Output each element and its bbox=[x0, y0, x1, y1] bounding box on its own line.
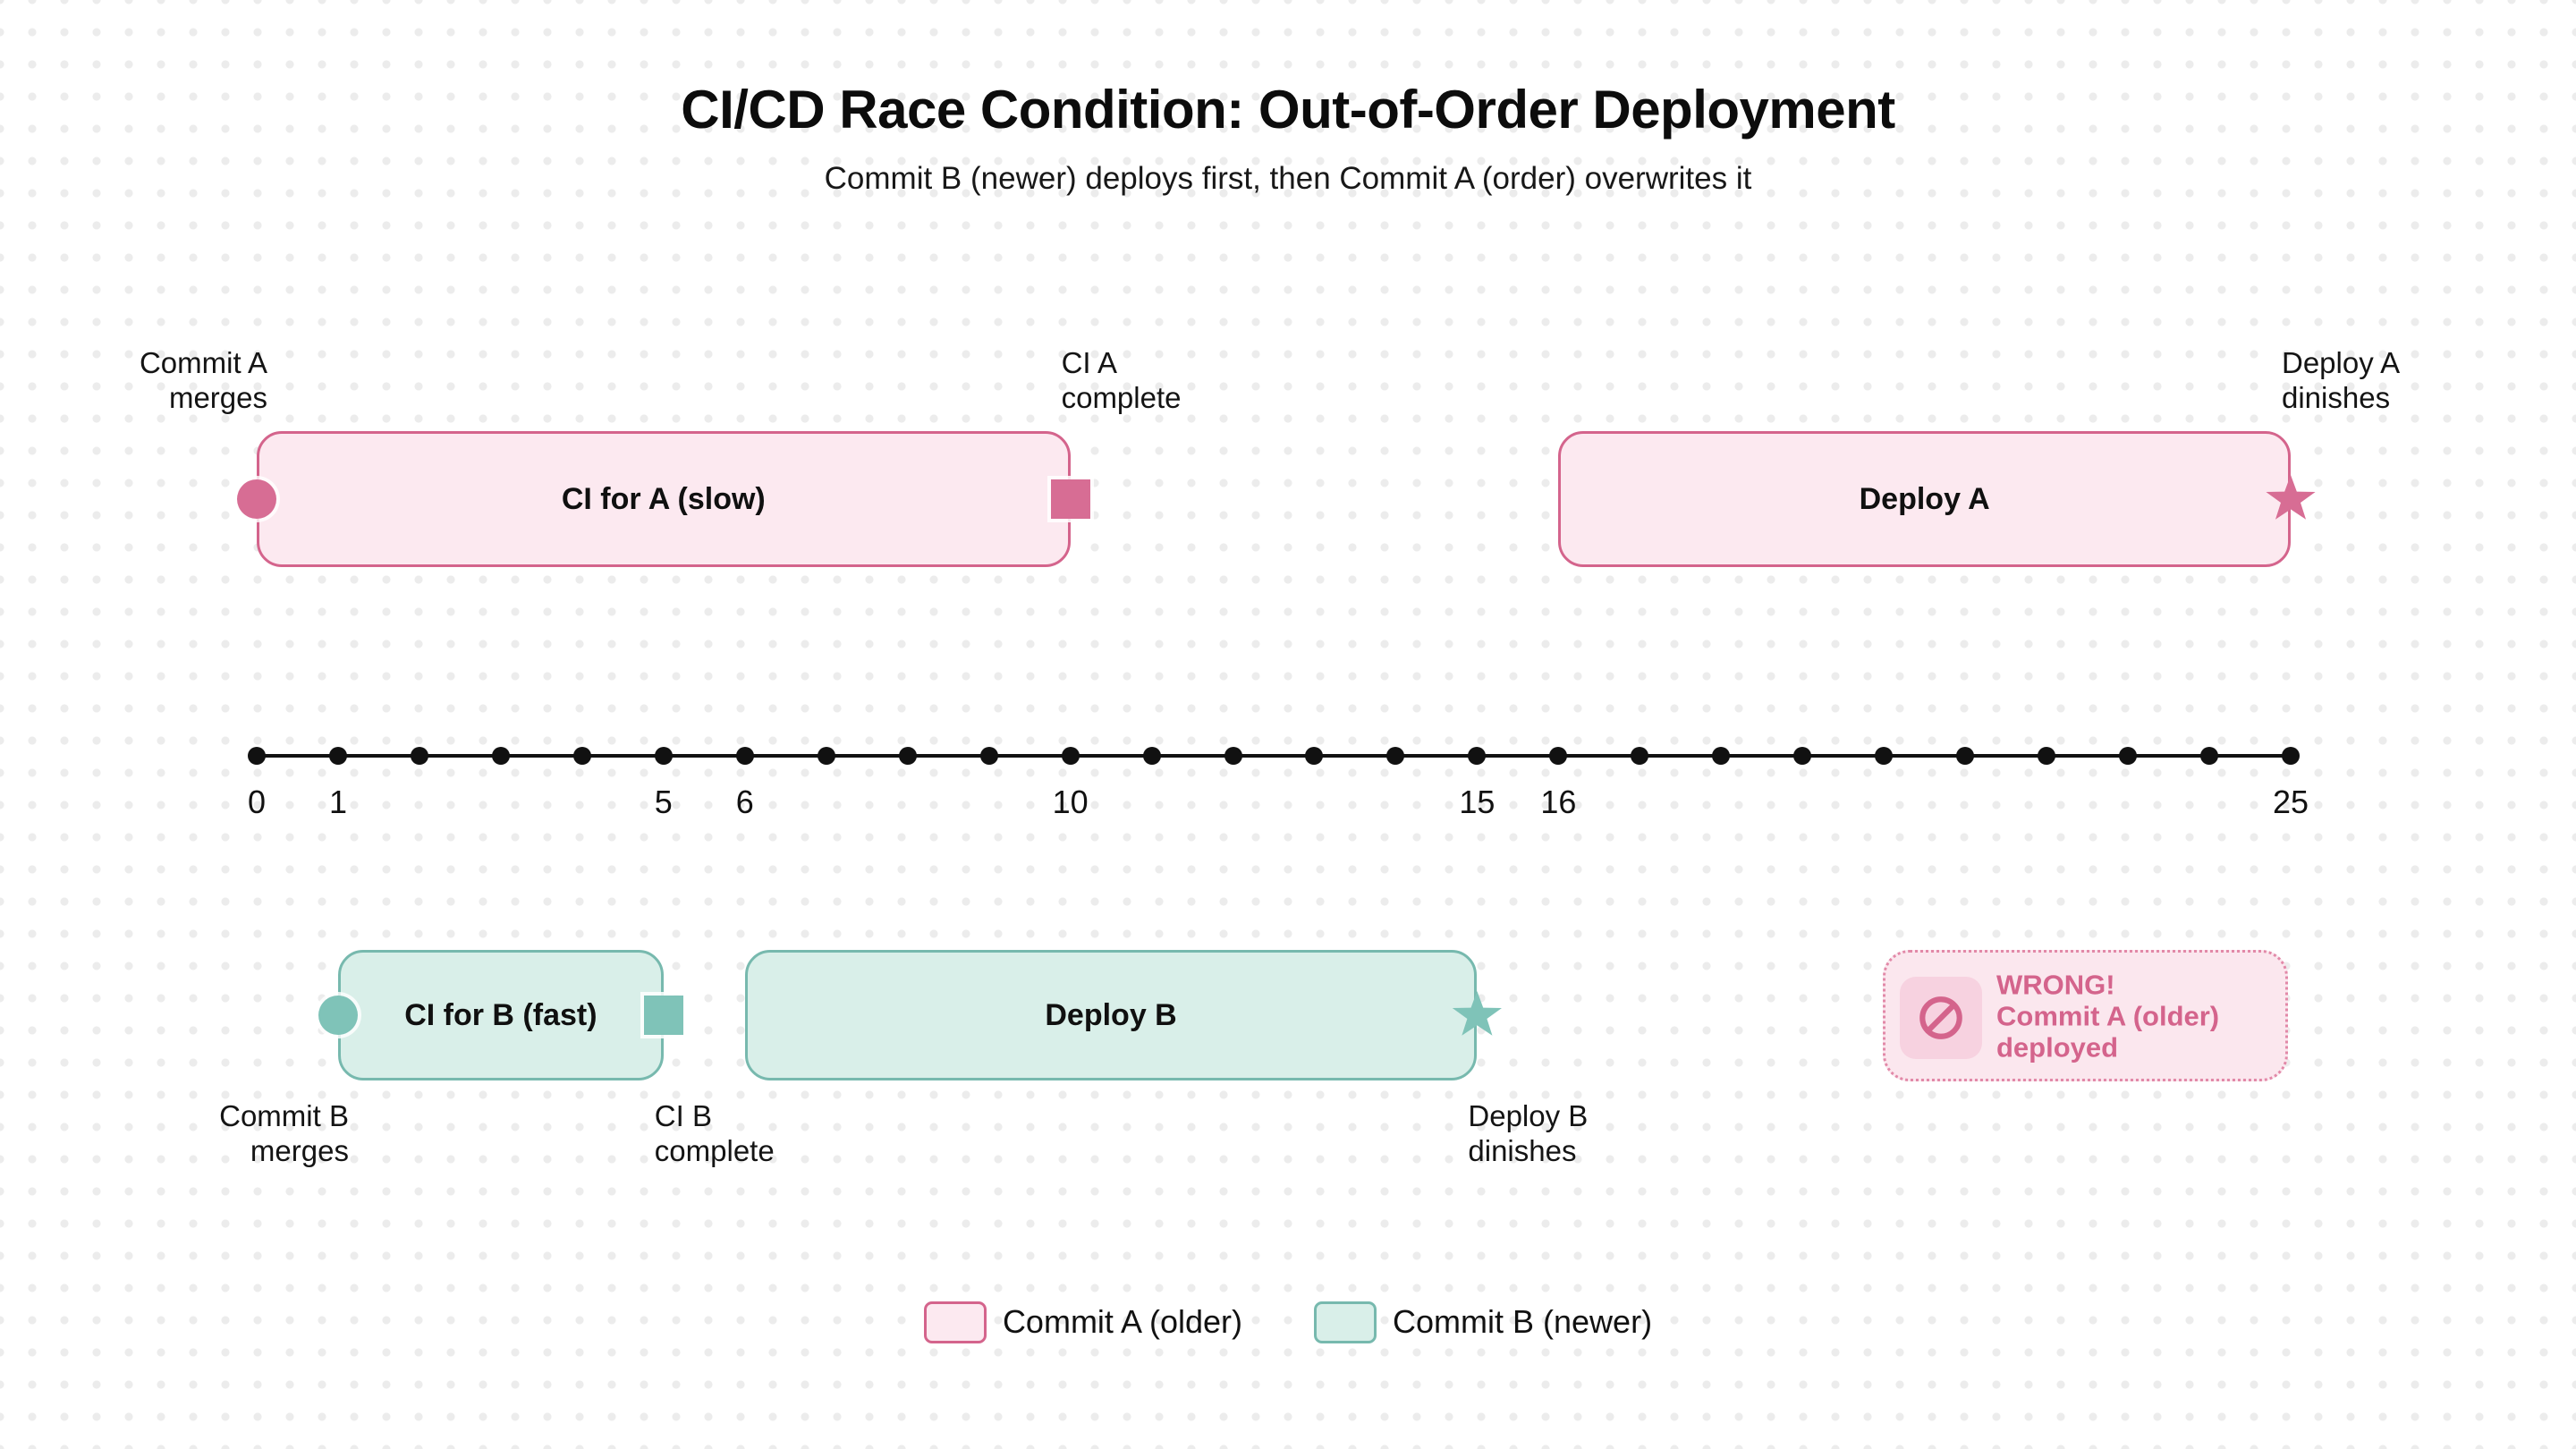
wrong-badge-line: WRONG! bbox=[1996, 969, 2115, 1000]
label-line: CI B bbox=[654, 1099, 712, 1132]
timeline-tick-dot bbox=[1549, 747, 1568, 765]
legend: Commit A (older) Commit B (newer) bbox=[0, 1295, 2576, 1349]
timeline-tick-dot bbox=[1386, 747, 1405, 765]
timeline-tick-label: 0 bbox=[247, 784, 267, 820]
label-line: dinishes bbox=[1468, 1134, 1577, 1167]
legend-label: Commit A (older) bbox=[1002, 1303, 1243, 1340]
label-line: complete bbox=[654, 1134, 775, 1167]
timeline-tick-dot bbox=[1468, 747, 1487, 765]
task-bar-label: Deploy A bbox=[1859, 481, 1990, 516]
no-entry-icon bbox=[1919, 996, 1962, 1039]
timeline-tick-label: 15 bbox=[1459, 784, 1496, 820]
timeline-axis-line bbox=[257, 754, 2291, 758]
task-bar-deploy-a: Deploy A bbox=[1558, 431, 2291, 567]
timeline-tick-dot bbox=[328, 747, 347, 765]
timeline-tick-dot bbox=[248, 747, 266, 765]
timeline-tick-dot bbox=[2119, 747, 2138, 765]
timeline-tick-dot bbox=[817, 747, 835, 765]
label-line: Deploy A bbox=[2282, 346, 2401, 379]
timeline-tick-dot bbox=[2200, 747, 2219, 765]
label-line: Deploy B bbox=[1468, 1099, 1589, 1132]
task-bar-label: Deploy B bbox=[1045, 997, 1177, 1032]
pink-square-marker bbox=[1050, 479, 1090, 519]
timeline-tick-dot bbox=[491, 747, 510, 765]
timeline-tick-dot bbox=[2282, 747, 2300, 765]
timeline-tick-dot bbox=[572, 747, 591, 765]
timeline-tick-label: 10 bbox=[1052, 784, 1089, 820]
legend-swatch-pink bbox=[923, 1301, 987, 1343]
timeline-tick-dot bbox=[1061, 747, 1080, 765]
timeline-tick-dot bbox=[2038, 747, 2056, 765]
timeline-tick-dot bbox=[654, 747, 673, 765]
pink-circle-marker bbox=[237, 479, 276, 519]
timeline-tick-dot bbox=[898, 747, 917, 765]
wrong-badge-text: WRONG! Commit A (older) deployed bbox=[1996, 969, 2219, 1063]
label-line: merges bbox=[250, 1134, 349, 1167]
timeline-tick-dot bbox=[1793, 747, 1812, 765]
label-line: Commit A bbox=[139, 346, 267, 379]
timeline-tick-label: 6 bbox=[735, 784, 754, 820]
label-line: complete bbox=[1061, 381, 1182, 414]
task-bar-ci-for-b: CI for B (fast) bbox=[337, 950, 664, 1080]
legend-swatch-teal bbox=[1314, 1301, 1377, 1343]
diagram-subtitle: Commit B (newer) deploys first, then Com… bbox=[824, 161, 1752, 196]
timeline-tick-dot bbox=[1224, 747, 1242, 765]
timeline-tick-label: 1 bbox=[328, 784, 347, 820]
timeline-tick-dot bbox=[1631, 747, 1649, 765]
label-line: dinishes bbox=[2282, 381, 2391, 414]
timeline-tick-dot bbox=[1875, 747, 1894, 765]
task-bar-deploy-b: Deploy B bbox=[744, 950, 1478, 1080]
timeline-tick-dot bbox=[1142, 747, 1161, 765]
timeline-tick-dot bbox=[1956, 747, 1975, 765]
teal-circle-marker bbox=[318, 996, 358, 1035]
timeline-tick-dot bbox=[1305, 747, 1324, 765]
legend-item-commit-b: Commit B (newer) bbox=[1314, 1301, 1652, 1343]
timeline-tick-dot bbox=[410, 747, 428, 765]
label-line: CI A bbox=[1061, 346, 1117, 379]
timeline-tick-dot bbox=[979, 747, 998, 765]
wrong-badge-line: Commit A (older) bbox=[1996, 1000, 2220, 1031]
wrong-badge: WRONG! Commit A (older) deployed bbox=[1883, 950, 2288, 1081]
legend-label: Commit B (newer) bbox=[1393, 1303, 1653, 1340]
wrong-badge-line: deployed bbox=[1996, 1031, 2119, 1063]
timeline-tick-label: 5 bbox=[654, 784, 673, 820]
legend-item-commit-a: Commit A (older) bbox=[923, 1301, 1243, 1343]
diagram-title: CI/CD Race Condition: Out-of-Order Deplo… bbox=[681, 80, 1895, 140]
label-line: Commit B bbox=[219, 1099, 349, 1132]
timeline-tick-label: 16 bbox=[1540, 784, 1577, 820]
label-line: merges bbox=[168, 381, 267, 414]
task-bar-ci-for-a: CI for A (slow) bbox=[257, 431, 1071, 567]
teal-square-marker bbox=[643, 996, 683, 1035]
timeline-tick-label: 25 bbox=[2272, 784, 2309, 820]
task-bar-label: CI for A (slow) bbox=[561, 481, 766, 516]
timeline-tick-dot bbox=[735, 747, 754, 765]
no-entry-icon-tile bbox=[1900, 977, 1982, 1059]
task-bar-label: CI for B (fast) bbox=[404, 997, 597, 1032]
timeline-tick-dot bbox=[1712, 747, 1731, 765]
